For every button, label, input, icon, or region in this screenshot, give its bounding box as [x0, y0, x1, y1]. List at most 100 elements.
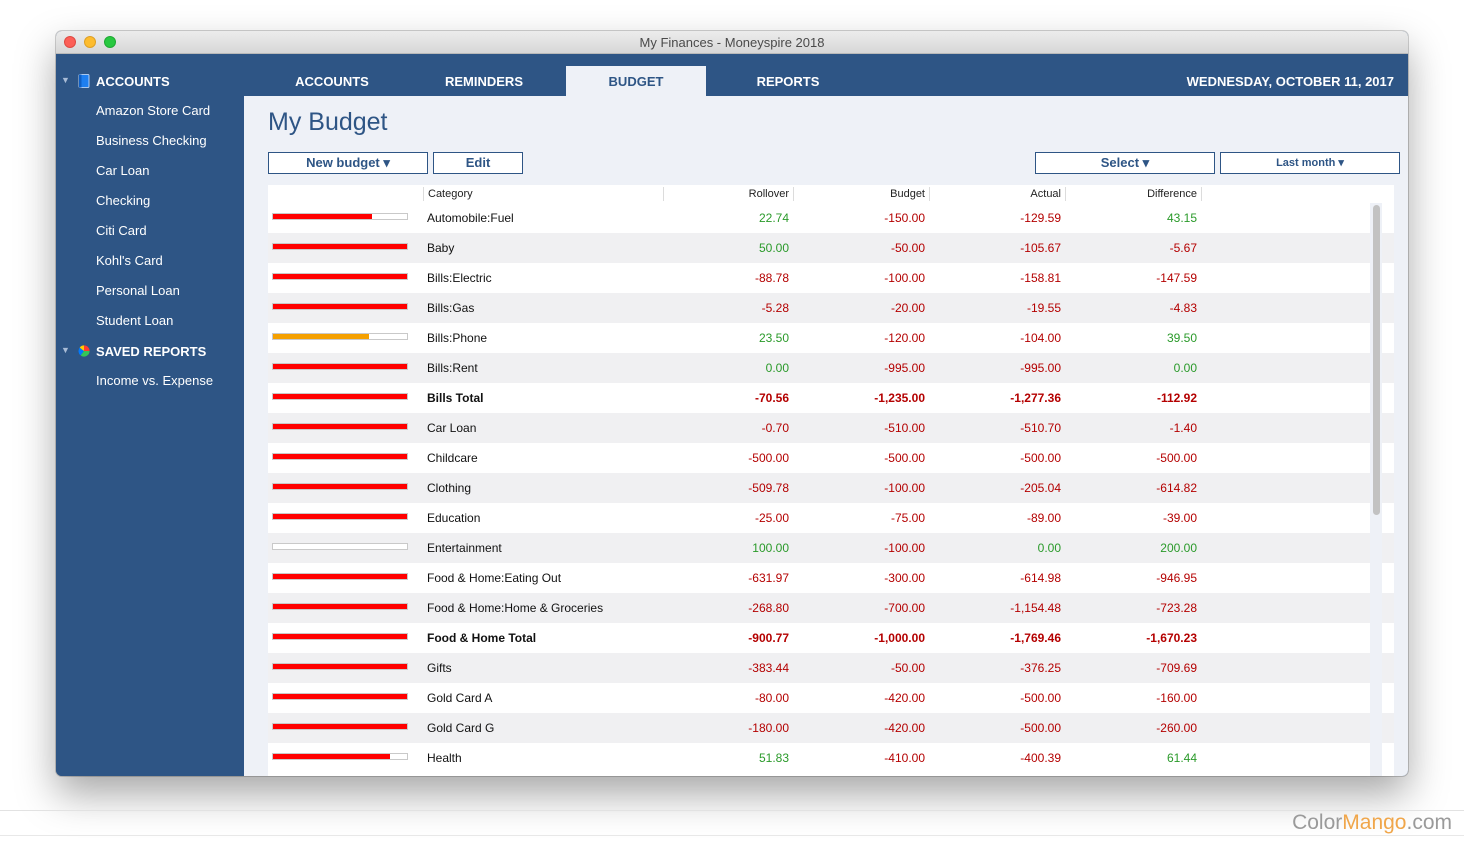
- category-cell: Bills:Phone: [427, 331, 488, 345]
- sidebar-account-item[interactable]: Amazon Store Card: [96, 103, 211, 118]
- table-row[interactable]: Bills:Electric -88.78 -100.00 -158.81 -147.5…: [268, 263, 1394, 293]
- close-window-button[interactable]: [64, 36, 76, 48]
- table-row[interactable]: Bills:Rent 0.00 -995.00 -995.00 0.00: [268, 353, 1394, 383]
- table-row[interactable]: Health 51.83 -410.00 -400.39 61.44: [268, 743, 1394, 773]
- difference-cell: 61.44: [1166, 751, 1197, 765]
- vertical-scrollbar[interactable]: [1370, 203, 1382, 776]
- difference-cell: -946.95: [1156, 571, 1197, 585]
- rollover-cell: -500.00: [748, 451, 789, 465]
- header-budget[interactable]: Budget: [890, 188, 925, 200]
- sidebar-account-item[interactable]: Business Checking: [96, 133, 207, 148]
- disclosure-triangle-icon[interactable]: ▼: [61, 75, 70, 85]
- column-separator[interactable]: [929, 187, 930, 201]
- rollover-cell: 100.00: [752, 541, 789, 555]
- period-dropdown[interactable]: Last month ▾: [1220, 152, 1400, 174]
- progress-fill: [273, 394, 407, 399]
- tab-accounts[interactable]: ACCOUNTS: [295, 74, 369, 89]
- budget-cell: -995.00: [884, 361, 925, 375]
- rollover-cell: 51.83: [758, 751, 789, 765]
- sidebar-report-item[interactable]: Income vs. Expense: [96, 373, 214, 388]
- actual-cell: -614.98: [1020, 571, 1061, 585]
- actual-cell: -1,277.36: [1010, 391, 1061, 405]
- sidebar-account-item[interactable]: Citi Card: [96, 223, 147, 238]
- rollover-cell: 50.00: [758, 241, 789, 255]
- tab-reminders[interactable]: REMINDERS: [444, 74, 523, 89]
- actual-cell: -500.00: [1020, 691, 1061, 705]
- category-cell: Food & Home:Eating Out: [427, 571, 562, 585]
- sidebar-account-item[interactable]: Student Loan: [96, 313, 174, 328]
- new-budget-button[interactable]: New budget ▾: [268, 152, 428, 174]
- sidebar: ▼ ACCOUNTS Amazon Store Card Business Che…: [56, 54, 244, 776]
- actual-cell: -104.00: [1020, 331, 1061, 345]
- rollover-cell: -70.56: [754, 391, 789, 405]
- table-row[interactable]: Automobile:Fuel 22.74 -150.00 -129.59 43.15: [268, 203, 1394, 233]
- current-date: WEDNESDAY, OCTOBER 11, 2017: [1186, 74, 1394, 89]
- saved-reports-section-label: SAVED REPORTS: [96, 344, 207, 359]
- budget-cell: -20.00: [890, 301, 925, 315]
- table-row[interactable]: Bills:Phone 23.50 -120.00 -104.00 39.50: [268, 323, 1394, 353]
- table-row[interactable]: Gold Card A -80.00 -420.00 -500.00 -160.00: [268, 683, 1394, 713]
- actual-cell: -510.70: [1020, 421, 1061, 435]
- category-cell: Clothing: [427, 481, 472, 495]
- page-title: My Budget: [268, 108, 388, 136]
- table-row[interactable]: Gifts -383.44 -50.00 -376.25 -709.69: [268, 653, 1394, 683]
- budget-progress-bar: [272, 243, 408, 250]
- table-row[interactable]: Childcare -500.00 -500.00 -500.00 -500.00: [268, 443, 1394, 473]
- column-separator[interactable]: [1201, 187, 1202, 201]
- budget-cell: -420.00: [884, 691, 925, 705]
- budget-progress-bar: [272, 273, 408, 280]
- accounts-section-label: ACCOUNTS: [96, 74, 170, 89]
- actual-cell: -1,769.46: [1010, 631, 1061, 645]
- select-dropdown[interactable]: Select ▾: [1035, 152, 1215, 174]
- category-cell: Entertainment: [427, 541, 502, 555]
- budget-progress-bar: [272, 723, 408, 730]
- saved-reports-section-header[interactable]: ▼ SAVED REPORTS: [56, 340, 244, 364]
- sidebar-account-item[interactable]: Kohl's Card: [96, 253, 163, 268]
- sidebar-account-item[interactable]: Personal Loan: [96, 283, 180, 298]
- edit-button[interactable]: Edit: [433, 152, 523, 174]
- budget-table: Category Rollover Budget Actual Differen…: [268, 185, 1394, 776]
- table-row[interactable]: Entertainment 100.00 -100.00 0.00 200.00: [268, 533, 1394, 563]
- scrollbar-thumb[interactable]: [1373, 205, 1380, 515]
- category-cell: Childcare: [427, 451, 478, 465]
- tab-bar: ACCOUNTS REMINDERS BUDGET REPORTS WEDNES…: [244, 54, 1408, 96]
- sidebar-account-item[interactable]: Checking: [96, 193, 151, 208]
- budget-progress-bar: [272, 633, 408, 640]
- zoom-window-button[interactable]: [104, 36, 116, 48]
- header-difference[interactable]: Difference: [1147, 188, 1197, 200]
- rollover-cell: -900.77: [748, 631, 789, 645]
- rollover-cell: 0.00: [765, 361, 789, 375]
- table-row[interactable]: Bills:Gas -5.28 -20.00 -19.55 -4.83: [268, 293, 1394, 323]
- table-row[interactable]: Education -25.00 -75.00 -89.00 -39.00: [268, 503, 1394, 533]
- sidebar-account-item[interactable]: Car Loan: [96, 163, 150, 178]
- column-separator[interactable]: [423, 187, 424, 201]
- footer-divider: [0, 810, 1464, 811]
- tab-budget[interactable]: BUDGET: [566, 66, 706, 96]
- header-category[interactable]: Category: [428, 188, 473, 200]
- column-separator[interactable]: [663, 187, 664, 201]
- progress-fill: [273, 694, 407, 699]
- table-row[interactable]: Clothing -509.78 -100.00 -205.04 -614.82: [268, 473, 1394, 503]
- tab-reports[interactable]: REPORTS: [756, 74, 820, 89]
- header-actual[interactable]: Actual: [1030, 188, 1061, 200]
- table-row[interactable]: Food & Home:Home & Groceries -268.80 -700.…: [268, 593, 1394, 623]
- watermark-part: Color: [1292, 811, 1343, 834]
- table-row[interactable]: Food & Home:Eating Out -631.97 -300.00 -614…: [268, 563, 1394, 593]
- header-rollover[interactable]: Rollover: [748, 188, 789, 200]
- table-row[interactable]: Car Loan -0.70 -510.00 -510.70 -1.40: [268, 413, 1394, 443]
- accounts-section-header[interactable]: ▼ ACCOUNTS: [56, 70, 244, 94]
- column-separator[interactable]: [1065, 187, 1066, 201]
- category-cell: Bills:Rent: [427, 361, 478, 375]
- table-total-row[interactable]: Food & Home Total -900.77 -1,000.00 -1,769.…: [268, 623, 1394, 653]
- difference-cell: -112.92: [1156, 391, 1197, 405]
- table-row[interactable]: Baby 50.00 -50.00 -105.67 -5.67: [268, 233, 1394, 263]
- table-row[interactable]: Gold Card G -180.00 -420.00 -500.00 -260.00: [268, 713, 1394, 743]
- column-separator[interactable]: [793, 187, 794, 201]
- progress-fill: [273, 244, 407, 249]
- table-total-row[interactable]: Bills Total -70.56 -1,235.00 -1,277.36 -112.…: [268, 383, 1394, 413]
- disclosure-triangle-icon[interactable]: ▼: [61, 345, 70, 355]
- budget-progress-bar: [272, 543, 408, 550]
- rollover-cell: -268.80: [748, 601, 789, 615]
- minimize-window-button[interactable]: [84, 36, 96, 48]
- progress-fill: [273, 634, 407, 639]
